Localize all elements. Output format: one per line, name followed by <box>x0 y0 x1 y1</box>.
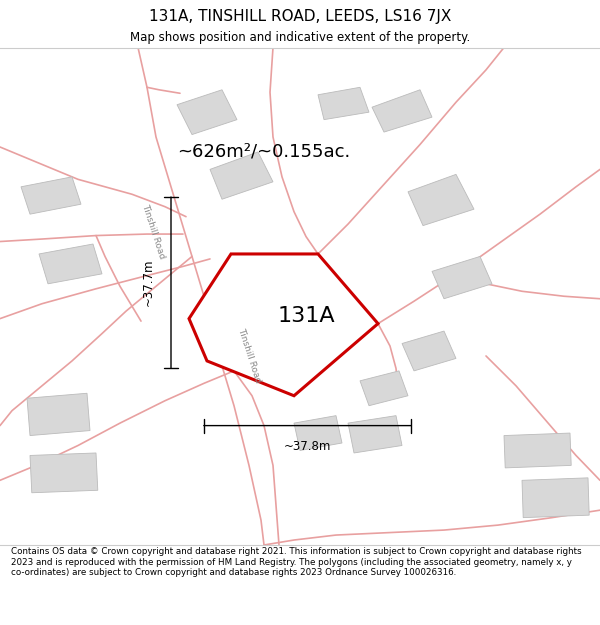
Polygon shape <box>432 256 492 299</box>
Text: 131A: 131A <box>277 306 335 326</box>
Text: 131A, TINSHILL ROAD, LEEDS, LS16 7JX: 131A, TINSHILL ROAD, LEEDS, LS16 7JX <box>149 9 451 24</box>
Polygon shape <box>21 177 81 214</box>
Text: Map shows position and indicative extent of the property.: Map shows position and indicative extent… <box>130 31 470 44</box>
Text: ~37.8m: ~37.8m <box>284 440 331 453</box>
Polygon shape <box>39 244 102 284</box>
Text: Tinshill Road: Tinshill Road <box>236 328 262 384</box>
Polygon shape <box>30 453 98 493</box>
Polygon shape <box>348 416 402 453</box>
Polygon shape <box>294 416 342 451</box>
Polygon shape <box>189 254 378 396</box>
Polygon shape <box>402 331 456 371</box>
Polygon shape <box>27 393 90 436</box>
Text: ~626m²/~0.155ac.: ~626m²/~0.155ac. <box>177 143 350 161</box>
Polygon shape <box>318 88 369 119</box>
Polygon shape <box>408 174 474 226</box>
Text: ~37.7m: ~37.7m <box>142 259 155 306</box>
Polygon shape <box>360 371 408 406</box>
Polygon shape <box>372 90 432 132</box>
Text: Tinshill Road: Tinshill Road <box>140 203 166 260</box>
Polygon shape <box>522 478 589 518</box>
Polygon shape <box>177 90 237 134</box>
Text: Contains OS data © Crown copyright and database right 2021. This information is : Contains OS data © Crown copyright and d… <box>11 548 581 578</box>
Polygon shape <box>210 152 273 199</box>
Polygon shape <box>504 433 571 468</box>
